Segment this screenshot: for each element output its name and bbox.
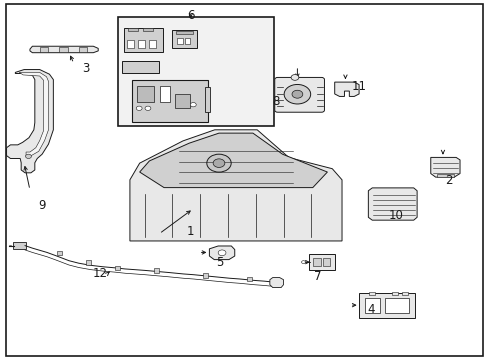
- Bar: [436, 174, 453, 177]
- Polygon shape: [367, 188, 416, 220]
- Bar: [177, 38, 182, 44]
- Polygon shape: [204, 87, 210, 112]
- Bar: [154, 268, 159, 273]
- Bar: [138, 40, 145, 48]
- Bar: [57, 251, 61, 255]
- Bar: [175, 94, 189, 108]
- Polygon shape: [334, 82, 358, 96]
- Bar: [401, 292, 407, 296]
- Polygon shape: [209, 246, 234, 260]
- Text: 2: 2: [445, 174, 452, 186]
- Bar: [365, 298, 379, 313]
- Text: 5: 5: [216, 256, 224, 269]
- Bar: [176, 31, 193, 34]
- FancyBboxPatch shape: [274, 77, 324, 112]
- Polygon shape: [269, 278, 283, 288]
- Bar: [246, 277, 251, 282]
- Text: 4: 4: [367, 303, 374, 316]
- Circle shape: [301, 261, 305, 264]
- Bar: [118, 17, 273, 126]
- Polygon shape: [19, 72, 48, 156]
- Circle shape: [291, 90, 302, 98]
- Bar: [40, 46, 48, 52]
- FancyBboxPatch shape: [13, 242, 26, 249]
- Bar: [313, 258, 320, 266]
- Circle shape: [25, 154, 31, 158]
- Circle shape: [190, 103, 196, 107]
- Text: 7: 7: [313, 270, 321, 283]
- Text: 6: 6: [187, 9, 194, 22]
- Circle shape: [218, 250, 225, 256]
- FancyBboxPatch shape: [132, 80, 207, 122]
- Bar: [115, 266, 120, 270]
- FancyBboxPatch shape: [308, 254, 334, 270]
- FancyBboxPatch shape: [172, 31, 197, 48]
- Circle shape: [145, 106, 151, 111]
- Bar: [323, 258, 330, 266]
- Text: 3: 3: [82, 62, 89, 75]
- Bar: [86, 260, 91, 265]
- Bar: [127, 40, 134, 48]
- FancyBboxPatch shape: [123, 28, 163, 52]
- Text: 1: 1: [187, 225, 194, 238]
- Bar: [137, 86, 154, 102]
- Bar: [368, 292, 374, 296]
- Polygon shape: [6, 69, 53, 173]
- Bar: [79, 46, 87, 52]
- Polygon shape: [130, 130, 341, 241]
- Circle shape: [284, 85, 310, 104]
- FancyBboxPatch shape: [122, 60, 159, 73]
- Polygon shape: [430, 157, 459, 177]
- Bar: [149, 40, 156, 48]
- Text: 9: 9: [39, 199, 46, 212]
- Bar: [203, 273, 207, 278]
- Bar: [384, 298, 408, 313]
- Circle shape: [290, 75, 298, 80]
- Text: 11: 11: [351, 80, 366, 93]
- Bar: [143, 28, 153, 31]
- Bar: [391, 292, 397, 296]
- Text: 8: 8: [272, 95, 279, 108]
- Bar: [59, 46, 68, 52]
- Text: 12: 12: [93, 267, 108, 280]
- Polygon shape: [30, 46, 98, 53]
- Bar: [159, 86, 170, 102]
- FancyBboxPatch shape: [358, 293, 414, 318]
- Circle shape: [206, 154, 231, 172]
- Polygon shape: [140, 133, 327, 188]
- Bar: [128, 28, 138, 31]
- Text: 10: 10: [387, 210, 402, 222]
- Circle shape: [213, 159, 224, 167]
- Circle shape: [136, 106, 142, 111]
- Bar: [184, 38, 190, 44]
